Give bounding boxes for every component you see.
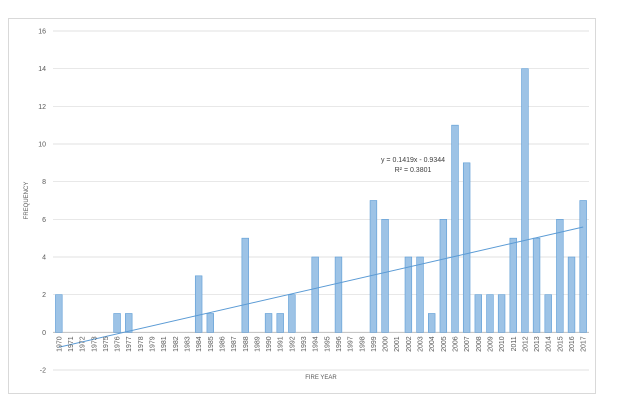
x-tick-label: 2010: [499, 336, 506, 352]
bar-1990: [264, 313, 273, 333]
y-tick-label: 0: [42, 330, 46, 337]
x-tick-label: 2012: [522, 336, 529, 352]
x-tick-label: 1983: [185, 336, 192, 352]
bar-2015: [556, 219, 564, 333]
x-tick-label: 1973: [91, 336, 98, 352]
x-tick-label: 1988: [243, 336, 250, 352]
x-tick-label: 1994: [313, 336, 320, 352]
x-tick-label: 2009: [487, 336, 494, 352]
bar-2002: [404, 256, 413, 333]
y-axis-ticks: -2 0 2 4 6 8 10 12 14 16: [38, 29, 46, 375]
trendline-r-squared: R² = 0.3801: [395, 167, 432, 174]
x-tick-label: 1984: [196, 336, 203, 352]
x-tick-label: 1982: [173, 336, 180, 352]
bar-1988: [241, 237, 249, 333]
bar-1996: [334, 256, 343, 333]
chart-area: -2 0 2 4 6 8 10 12 14 16 1970 1971 1972 1973 1975 1976…: [8, 18, 596, 394]
x-tick-label: 2017: [581, 336, 588, 352]
x-tick-label: 2004: [429, 336, 436, 352]
x-tick-label: 1986: [219, 336, 226, 352]
bar-2007: [462, 162, 471, 333]
x-tick-label: 2016: [569, 336, 576, 352]
gridlines: [53, 30, 589, 371]
x-tick-label: 1995: [324, 336, 331, 352]
x-tick-label: 2008: [476, 336, 483, 352]
x-axis-ticks: 1970 1971 1972 1973 1975 1976 1977 1978 1979 1981…: [56, 336, 587, 352]
trendline-group: [58, 226, 584, 348]
y-tick-label: 14: [38, 66, 46, 73]
bar-2013: [532, 237, 541, 333]
bar-2003: [416, 256, 424, 333]
x-tick-label: 2014: [546, 336, 553, 352]
bar-2004: [428, 313, 436, 333]
x-tick-label: 1999: [371, 336, 378, 352]
bar-1976: [113, 313, 121, 333]
x-tick-label: 1985: [208, 336, 215, 352]
bar-chart: -2 0 2 4 6 8 10 12 14 16 1970 1971 1972 1973 1975 1976…: [24, 29, 589, 381]
x-tick-label: 1991: [278, 336, 285, 352]
y-axis-title: FREQUENCY: [24, 182, 30, 220]
x-tick-label: 1975: [103, 336, 110, 352]
x-tick-label: 2007: [464, 336, 471, 352]
bars: [55, 68, 587, 333]
trendline-equation: y = 0.1419x - 0.9344: [381, 157, 445, 164]
x-tick-label: 2013: [534, 336, 541, 352]
x-tick-label: 1971: [68, 336, 75, 352]
y-tick-label: -2: [40, 368, 46, 375]
y-tick-label: 16: [38, 29, 46, 36]
x-tick-label: 2005: [441, 336, 448, 352]
x-tick-label: 1990: [266, 336, 273, 352]
y-tick-label: 4: [42, 255, 46, 262]
x-tick-label: 1970: [56, 336, 63, 352]
x-tick-label: 1987: [231, 336, 238, 352]
bar-1984: [194, 275, 203, 333]
x-tick-label: 1993: [301, 336, 308, 352]
bar-2008: [474, 294, 482, 333]
bar-1985: [206, 313, 214, 333]
x-tick-label: 1979: [150, 336, 157, 352]
x-tick-label: 2003: [418, 336, 425, 352]
trendline: [58, 226, 584, 348]
y-tick-label: 12: [38, 104, 46, 111]
x-axis-title: FIRE YEAR: [305, 375, 337, 381]
x-tick-label: 1998: [359, 336, 366, 352]
bar-1977: [125, 313, 133, 333]
x-tick-label: 2006: [453, 336, 460, 352]
y-tick-label: 2: [42, 292, 46, 299]
bar-2009: [486, 294, 494, 333]
bar-2017: [579, 200, 587, 333]
x-tick-label: 1992: [289, 336, 296, 352]
x-tick-label: 2001: [394, 336, 401, 352]
bar-2005: [439, 219, 448, 333]
x-tick-label: 1978: [138, 336, 145, 352]
x-tick-label: 2011: [511, 336, 518, 351]
x-tick-label: 1977: [126, 336, 133, 352]
bar-2010: [497, 294, 506, 333]
bar-2000: [381, 219, 389, 333]
y-tick-label: 6: [42, 217, 46, 224]
x-tick-label: 2000: [383, 336, 390, 352]
x-tick-label: 2015: [557, 336, 564, 352]
x-tick-label: 1972: [80, 336, 87, 352]
bar-1970: [55, 294, 63, 333]
bar-1999: [369, 200, 378, 333]
bar-2016: [567, 256, 576, 333]
x-tick-label: 1976: [115, 336, 122, 352]
bar-1992: [288, 294, 296, 333]
bar-2006: [451, 124, 459, 333]
x-tick-label: 1997: [348, 336, 355, 352]
x-tick-label: 2002: [406, 336, 413, 352]
y-tick-label: 10: [38, 142, 46, 149]
bar-1991: [276, 313, 284, 333]
x-tick-label: 1981: [161, 336, 168, 352]
x-tick-label: 1996: [336, 336, 343, 352]
bar-2012: [521, 68, 529, 333]
x-tick-label: 1989: [254, 336, 261, 352]
bar-1994: [311, 256, 319, 333]
bar-2011: [509, 237, 517, 333]
y-tick-label: 8: [42, 179, 46, 186]
bar-2014: [544, 294, 552, 333]
